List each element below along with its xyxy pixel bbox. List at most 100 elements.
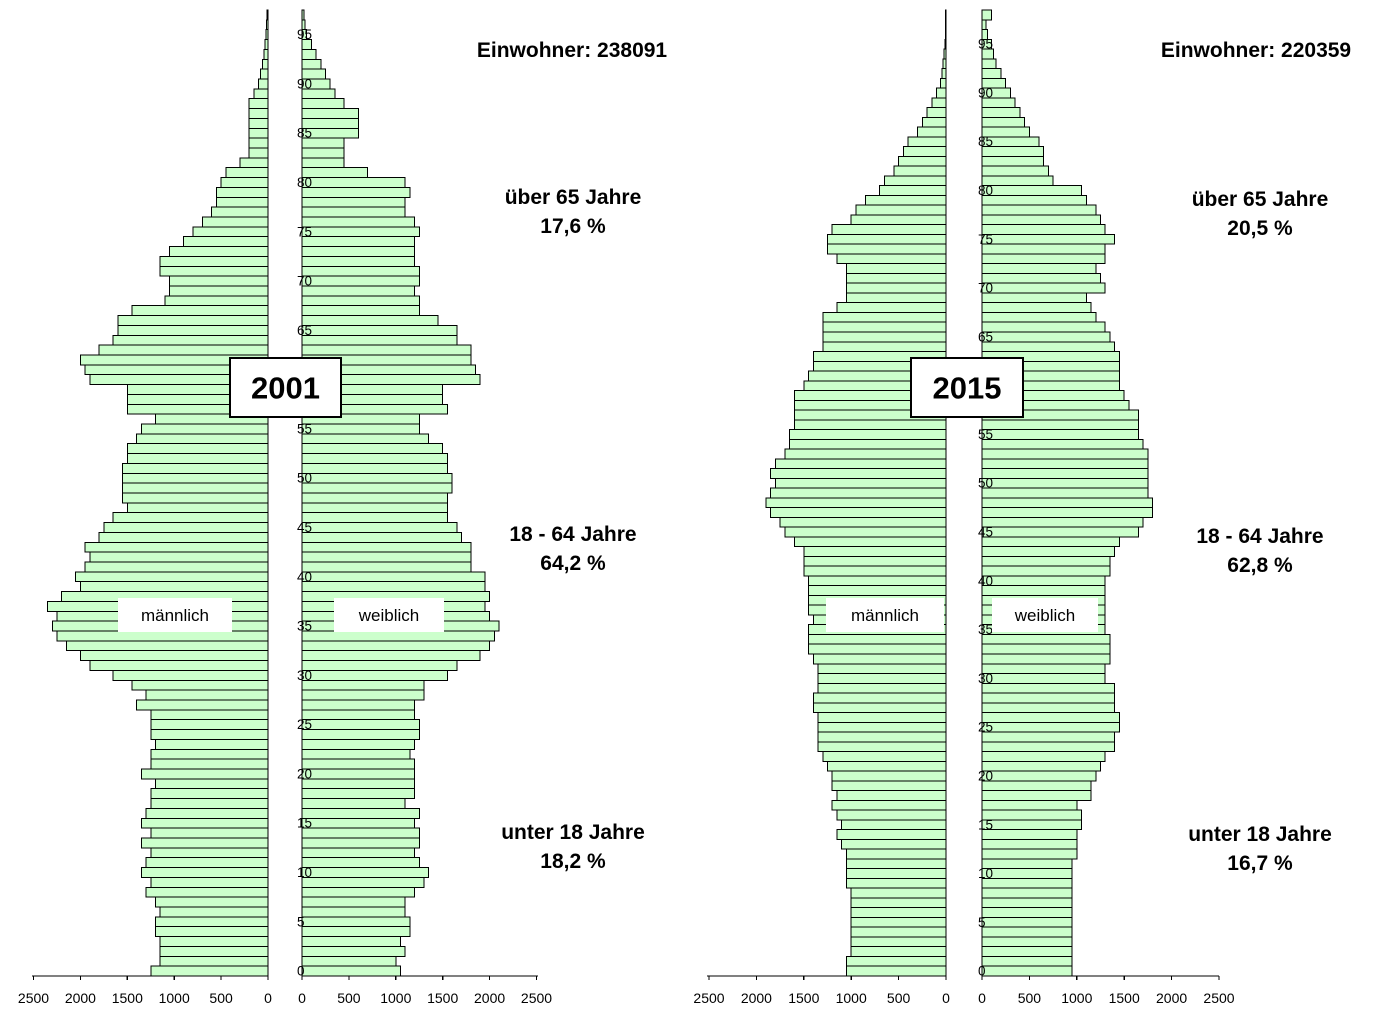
bar-female-age-46 [301, 512, 448, 524]
bar-male-age-79 [864, 194, 947, 206]
bar-female-age-68 [301, 295, 420, 307]
age-tick-label: 30 [297, 668, 312, 683]
bar-male-age-44 [793, 536, 947, 548]
bar-male-age-26 [817, 712, 947, 723]
bar-female-age-2 [981, 946, 1073, 957]
age-tick-label: 40 [978, 573, 993, 588]
bar-female-age-31 [301, 660, 458, 671]
bar-female-age-78 [301, 196, 406, 208]
bar-male-age-77 [850, 214, 947, 226]
age-tick-label: 15 [978, 817, 993, 832]
male-x-tick-label: 2000 [741, 990, 772, 1006]
bar-female-age-69 [981, 292, 1087, 304]
bar-female-age-88 [301, 98, 345, 110]
bar-male-age-86 [917, 126, 947, 138]
age-tick-label: 35 [978, 622, 993, 637]
bar-female-age-32 [981, 653, 1111, 665]
bar-male-age-8 [850, 887, 947, 899]
bar-female-age-43 [301, 541, 472, 553]
pyramid-2001: 2500 2000 1500 1000 500 0 0 500 1000 1500 2000 2500… [18, 9, 667, 1006]
bar-female-age-87 [981, 116, 1026, 128]
male-x-tick-label: 1000 [159, 990, 190, 1006]
bar-male-age-45 [784, 526, 947, 538]
bar-female-age-71 [981, 272, 1101, 284]
bar-male-age-63 [98, 344, 269, 356]
bar-female-age-13 [981, 838, 1078, 850]
bar-male-age-5 [154, 916, 269, 928]
bar-female-age-24 [301, 729, 420, 740]
bar-male-age-66 [822, 321, 947, 333]
bar-male-age-53 [784, 448, 947, 460]
bar-male-age-5 [850, 916, 947, 928]
age-tick-label: 10 [297, 865, 312, 880]
bar-female-age-24 [981, 731, 1116, 743]
bar-male-age-15 [841, 819, 947, 831]
bar-female-age-66 [301, 315, 439, 326]
bar-male-age-87 [248, 108, 269, 119]
male-x-tick-label: 1500 [112, 990, 143, 1006]
bar-female-age-78 [981, 204, 1097, 216]
male-x-tick-label: 500 [209, 990, 233, 1006]
age-tick-label: 45 [297, 520, 312, 535]
bar-female-age-83 [301, 147, 345, 159]
bar-female-age-12 [981, 848, 1078, 860]
bar-male-age-81 [225, 167, 269, 179]
age-tick-label: 10 [978, 866, 993, 881]
bar-male-age-85 [248, 127, 269, 139]
female-x-tick-label: 1000 [380, 990, 411, 1006]
age-tick-label: 70 [978, 281, 993, 296]
age-tick-label: 95 [297, 27, 312, 42]
age-tick-label: 50 [297, 471, 312, 486]
bar-female-age-39 [301, 581, 486, 593]
bar-male-age-40 [808, 575, 947, 587]
bar-male-age-39 [79, 581, 269, 593]
male-x-tick-label: 2500 [18, 990, 49, 1006]
bar-female-age-80 [981, 185, 1083, 196]
bar-male-age-18 [150, 788, 269, 800]
bar-female-age-52 [981, 458, 1149, 470]
bar-male-age-86 [248, 117, 269, 129]
bar-male-age-50 [122, 472, 269, 484]
bar-female-age-9 [981, 877, 1073, 889]
bar-female-age-48 [301, 492, 448, 504]
bar-female-age-53 [301, 443, 444, 455]
bar-female-age-47 [981, 507, 1154, 518]
bar-female-age-28 [301, 689, 425, 701]
bar-male-age-14 [836, 829, 947, 840]
bar-female-age-18 [981, 790, 1092, 801]
bar-female-age-54 [981, 438, 1144, 450]
bar-male-age-72 [159, 255, 269, 267]
bar-male-age-75 [827, 233, 947, 245]
bar-male-age-11 [145, 857, 269, 869]
bar-female-age-55 [981, 429, 1139, 440]
year-box [229, 357, 342, 418]
bar-male-age-12 [845, 848, 947, 860]
bar-female-age-34 [981, 633, 1111, 645]
bar-female-age-92 [301, 58, 322, 70]
bar-female-age-64 [981, 341, 1116, 353]
bar-female-age-17 [981, 799, 1078, 811]
bar-female-age-3 [301, 936, 401, 947]
bar-female-age-31 [981, 663, 1106, 675]
bar-female-age-1 [981, 955, 1073, 967]
bar-male-age-67 [131, 305, 269, 317]
bar-male-age-25 [150, 719, 269, 731]
bar-female-age-70 [301, 275, 420, 287]
female-x-tick-label: 2500 [521, 990, 552, 1006]
bar-male-age-71 [159, 265, 269, 277]
bar-male-age-48 [122, 492, 269, 504]
bar-male-age-8 [145, 886, 269, 898]
age-tick-label: 5 [297, 914, 305, 929]
bar-male-age-7 [154, 896, 269, 908]
female-x-tick-label: 1500 [1109, 990, 1140, 1006]
bar-male-age-89 [253, 88, 269, 100]
bar-female-age-52 [301, 453, 448, 464]
bar-male-age-51 [770, 468, 947, 479]
bar-male-age-84 [248, 137, 269, 149]
bar-female-age-70 [981, 282, 1106, 294]
age-tick-label: 85 [297, 126, 312, 141]
bar-male-age-76 [201, 216, 269, 228]
bar-male-age-85 [907, 136, 947, 148]
age-group-label: über 65 Jahre [505, 186, 642, 209]
bar-male-age-22 [822, 751, 947, 762]
